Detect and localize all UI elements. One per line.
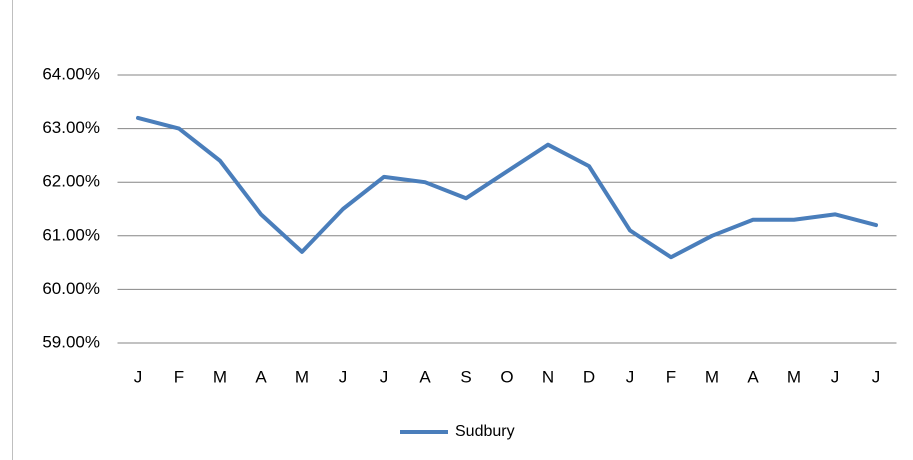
x-tick-label: A [419,367,431,386]
x-tick-label: J [626,367,635,386]
x-tick-label: S [460,367,471,386]
x-tick-label: F [666,367,676,386]
y-tick-label: 59.00% [42,332,100,351]
x-tick-label: A [747,367,759,386]
x-tick-label: J [831,367,840,386]
x-tick-label: J [134,367,143,386]
y-tick-label: 63.00% [42,118,100,137]
y-tick-label: 60.00% [42,279,100,298]
y-tick-label: 64.00% [42,64,100,83]
x-tick-label: D [583,367,595,386]
x-tick-label: M [705,367,719,386]
x-tick-label: J [380,367,389,386]
x-tick-label: N [542,367,554,386]
legend-label: Sudbury [455,423,515,440]
x-tick-label: J [872,367,881,386]
x-tick-label: A [255,367,267,386]
x-tick-label: M [787,367,801,386]
y-tick-label: 61.00% [42,225,100,244]
x-tick-label: J [339,367,348,386]
y-tick-label: 62.00% [42,172,100,191]
series-line [136,115,878,260]
x-tick-label: M [213,367,227,386]
x-tick-label: M [295,367,309,386]
x-tick-label: F [174,367,184,386]
x-tick-label: O [500,367,513,386]
